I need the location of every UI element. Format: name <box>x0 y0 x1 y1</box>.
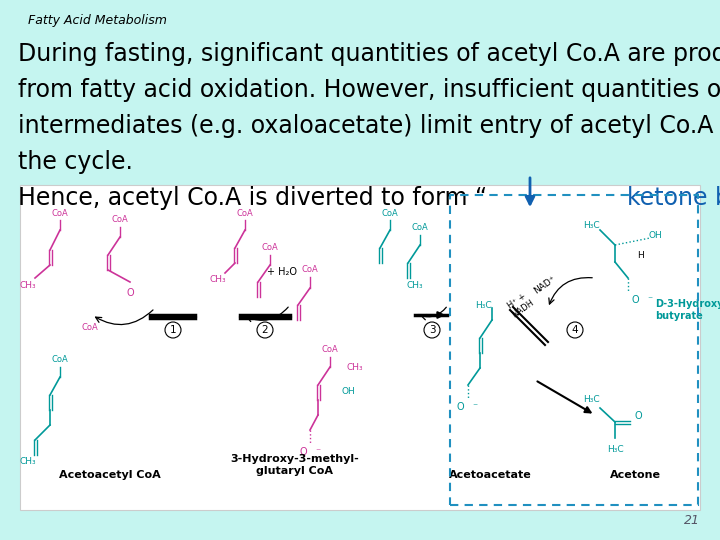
Text: H₃C: H₃C <box>475 300 492 309</box>
Text: 21: 21 <box>684 514 700 527</box>
Text: O: O <box>634 411 642 421</box>
Text: CoA: CoA <box>322 346 338 354</box>
Text: CoA: CoA <box>52 355 68 364</box>
Text: O: O <box>300 447 307 457</box>
Text: CoA: CoA <box>237 208 253 218</box>
Text: CH₃: CH₃ <box>19 281 36 291</box>
Text: CoA: CoA <box>112 215 128 225</box>
Text: CH₃: CH₃ <box>347 363 364 373</box>
Circle shape <box>257 322 273 338</box>
Text: OH: OH <box>341 388 355 396</box>
Text: During fasting, significant quantities of acetyl Co.A are produced: During fasting, significant quantities o… <box>18 42 720 66</box>
Text: ketone bodies.: ketone bodies. <box>627 186 720 210</box>
Text: the cycle.: the cycle. <box>18 150 133 174</box>
Text: CoA: CoA <box>52 208 68 218</box>
Text: H₃C: H₃C <box>583 395 600 404</box>
Text: Fatty Acid Metabolism: Fatty Acid Metabolism <box>28 14 167 27</box>
Bar <box>450 195 698 505</box>
Text: from fatty acid oxidation. However, insufficient quantities of TCA: from fatty acid oxidation. However, insu… <box>18 78 720 102</box>
Text: H: H <box>636 251 644 260</box>
Text: 3-Hydroxy-3-methyl-
glutaryl CoA: 3-Hydroxy-3-methyl- glutaryl CoA <box>230 454 359 476</box>
Text: H₃C: H₃C <box>607 446 624 455</box>
Circle shape <box>165 322 181 338</box>
Circle shape <box>567 322 583 338</box>
Text: 4: 4 <box>572 325 578 335</box>
Text: CoA: CoA <box>412 224 428 233</box>
Text: O: O <box>126 288 134 298</box>
Text: Acetoacetyl CoA: Acetoacetyl CoA <box>59 470 161 480</box>
Text: D-3-Hydroxy-
butyrate: D-3-Hydroxy- butyrate <box>655 299 720 321</box>
Text: CH₃: CH₃ <box>407 280 423 289</box>
Text: H₃C: H₃C <box>583 220 600 230</box>
Text: ⁻: ⁻ <box>472 402 477 412</box>
Text: 1: 1 <box>170 325 176 335</box>
Text: NAD⁺: NAD⁺ <box>532 274 557 296</box>
Text: O: O <box>456 402 464 412</box>
Bar <box>20 185 700 510</box>
Text: O: O <box>631 295 639 305</box>
Text: OH: OH <box>648 231 662 240</box>
Text: Hence, acetyl Co.A is diverted to form “: Hence, acetyl Co.A is diverted to form “ <box>18 186 487 210</box>
Text: + H₂O: + H₂O <box>267 267 297 277</box>
Text: CH₃: CH₃ <box>19 457 36 467</box>
Text: CoA: CoA <box>382 208 398 218</box>
Circle shape <box>424 322 440 338</box>
Text: intermediates (e.g. oxaloacetate) limit entry of acetyl Co.A into: intermediates (e.g. oxaloacetate) limit … <box>18 114 720 138</box>
Text: CoA: CoA <box>81 323 99 333</box>
Text: Acetoacetate: Acetoacetate <box>449 470 531 480</box>
Text: ⁻: ⁻ <box>315 447 320 457</box>
Text: CH₃: CH₃ <box>210 275 226 285</box>
Text: Acetone: Acetone <box>610 470 660 480</box>
Text: ⁻: ⁻ <box>647 295 652 305</box>
Text: 2: 2 <box>261 325 269 335</box>
Text: 3: 3 <box>428 325 436 335</box>
Text: CoA: CoA <box>302 266 318 274</box>
Text: CoA: CoA <box>261 244 279 253</box>
Text: H⁺ +
NADH: H⁺ + NADH <box>504 290 536 320</box>
